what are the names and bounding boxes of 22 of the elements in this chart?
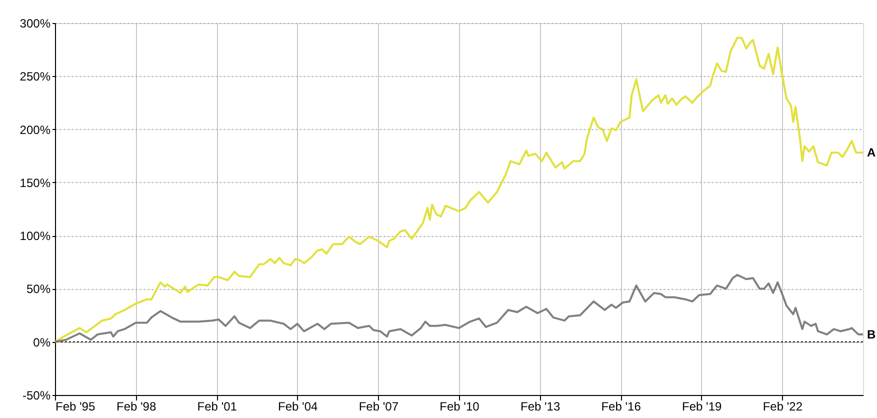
x-tick-label: Feb '95 xyxy=(56,400,96,414)
x-tick-label: Feb '19 xyxy=(682,400,722,414)
x-tick-label: Feb '07 xyxy=(358,400,399,414)
y-tick-label: 100% xyxy=(20,229,51,244)
x-tick-label: Feb '04 xyxy=(278,400,318,414)
y-tick-label: -50% xyxy=(22,388,51,402)
x-tick-label: Feb '22 xyxy=(762,400,803,414)
x-tick-label: Feb '16 xyxy=(601,400,642,414)
series-label: A xyxy=(867,146,876,160)
line-series xyxy=(54,36,864,343)
x-tick-label: Feb '98 xyxy=(116,400,156,414)
y-tick-label: 300% xyxy=(20,16,51,30)
y-tick-label: 150% xyxy=(20,176,51,190)
series-label: B xyxy=(867,327,876,342)
line-series xyxy=(54,274,864,343)
x-tick-label: Feb '10 xyxy=(440,400,480,414)
y-tick-label: 0% xyxy=(33,335,51,350)
x-tick-label: Feb '13 xyxy=(520,400,560,414)
y-tick-label: 200% xyxy=(20,122,51,137)
x-tick-label: Feb '01 xyxy=(197,400,238,414)
y-tick-label: 50% xyxy=(26,282,51,296)
y-tick-label: 250% xyxy=(20,70,51,84)
